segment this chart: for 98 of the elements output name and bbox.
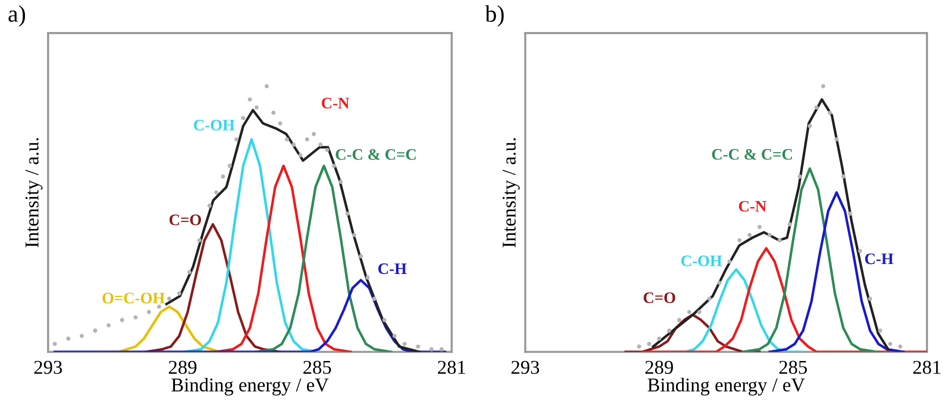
- point: [167, 296, 172, 301]
- point: [106, 323, 111, 328]
- point: [814, 105, 819, 110]
- point: [146, 310, 152, 314]
- point: [416, 344, 420, 349]
- point: [429, 347, 434, 352]
- point: [788, 222, 792, 226]
- text: C-N: [322, 98, 350, 108]
- point: [345, 212, 350, 216]
- point: [133, 315, 138, 320]
- point: [292, 142, 296, 147]
- point: [254, 105, 259, 110]
- x-tick-label: 289: [168, 360, 196, 374]
- point: [868, 296, 872, 301]
- series-label: O=C-OH: [102, 292, 165, 304]
- point: [52, 342, 57, 346]
- series-label: C=O: [170, 214, 202, 226]
- x-tick-label: 285: [303, 360, 331, 374]
- point: [798, 174, 802, 179]
- point: [80, 334, 84, 338]
- point: [93, 328, 98, 333]
- x-tick-label: 289: [645, 360, 673, 374]
- point: [278, 121, 282, 126]
- series-label: C-C & C=C: [712, 148, 792, 160]
- point: [727, 259, 732, 264]
- point: [878, 328, 882, 333]
- point: [808, 124, 812, 128]
- point: [778, 238, 782, 242]
- point: [834, 137, 839, 142]
- point: [187, 270, 192, 274]
- x-tick-label: 281: [438, 360, 466, 374]
- point: [392, 334, 397, 338]
- series-label: C-H: [378, 263, 407, 274]
- point: [366, 275, 370, 280]
- point: [667, 328, 672, 333]
- point: [120, 318, 124, 322]
- point: [402, 342, 407, 346]
- point: [372, 296, 376, 301]
- point: [841, 174, 846, 179]
- point: [298, 153, 302, 158]
- point: [157, 304, 162, 309]
- x-tick-label: 285: [779, 360, 807, 374]
- point: [821, 84, 826, 88]
- point: [177, 291, 182, 296]
- point: [382, 318, 387, 322]
- y-axis-title: Intensity / a.u.: [25, 138, 43, 248]
- y-axis-title: Intensity / a.u.: [502, 138, 520, 248]
- point: [647, 342, 652, 346]
- point: [737, 238, 742, 242]
- point: [440, 347, 444, 352]
- series-label: C-OH: [681, 256, 722, 266]
- point: [66, 336, 70, 341]
- chart-title: a): [8, 5, 26, 27]
- point: [234, 137, 239, 142]
- x-axis-title: Binding energy / eV: [172, 378, 329, 396]
- point: [677, 318, 682, 322]
- series-label: C-H: [865, 253, 894, 264]
- point: [325, 148, 330, 152]
- point: [214, 190, 218, 195]
- x-tick-label: 281: [913, 360, 940, 374]
- point: [332, 164, 336, 168]
- point: [284, 137, 289, 142]
- point: [636, 344, 642, 349]
- point: [707, 296, 712, 301]
- x-tick-label: 293: [34, 360, 62, 374]
- point: [248, 97, 252, 102]
- point: [318, 142, 323, 147]
- text: C-N: [738, 200, 766, 212]
- series-label: C-C & C=C: [336, 149, 416, 160]
- point: [220, 174, 226, 179]
- point: [747, 232, 752, 238]
- point: [828, 110, 832, 115]
- x-axis-title: Binding energy / eV: [648, 378, 805, 396]
- point: [697, 310, 702, 314]
- point: [264, 84, 269, 88]
- point: [858, 248, 862, 253]
- series-label: C-OH: [194, 120, 235, 131]
- point: [304, 137, 310, 142]
- point: [228, 164, 232, 168]
- series-label: C=O: [644, 292, 676, 304]
- point: [241, 116, 246, 120]
- point: [758, 224, 762, 230]
- point: [768, 232, 772, 238]
- point: [687, 310, 692, 314]
- point: [657, 336, 662, 341]
- point: [207, 204, 212, 208]
- chart-title: b): [485, 5, 504, 27]
- point: [271, 110, 276, 115]
- point: [312, 132, 316, 136]
- point: [338, 180, 343, 184]
- point: [888, 342, 892, 346]
- point: [352, 232, 356, 238]
- point: [358, 254, 363, 258]
- point: [848, 212, 852, 216]
- point: [197, 238, 202, 242]
- point: [717, 280, 722, 285]
- x-tick-label: 293: [512, 360, 540, 374]
- point: [898, 344, 902, 349]
